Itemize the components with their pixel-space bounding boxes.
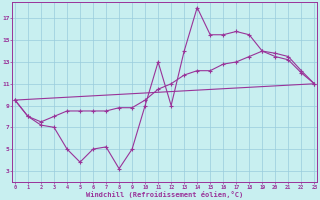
X-axis label: Windchill (Refroidissement éolien,°C): Windchill (Refroidissement éolien,°C) [86, 191, 243, 198]
